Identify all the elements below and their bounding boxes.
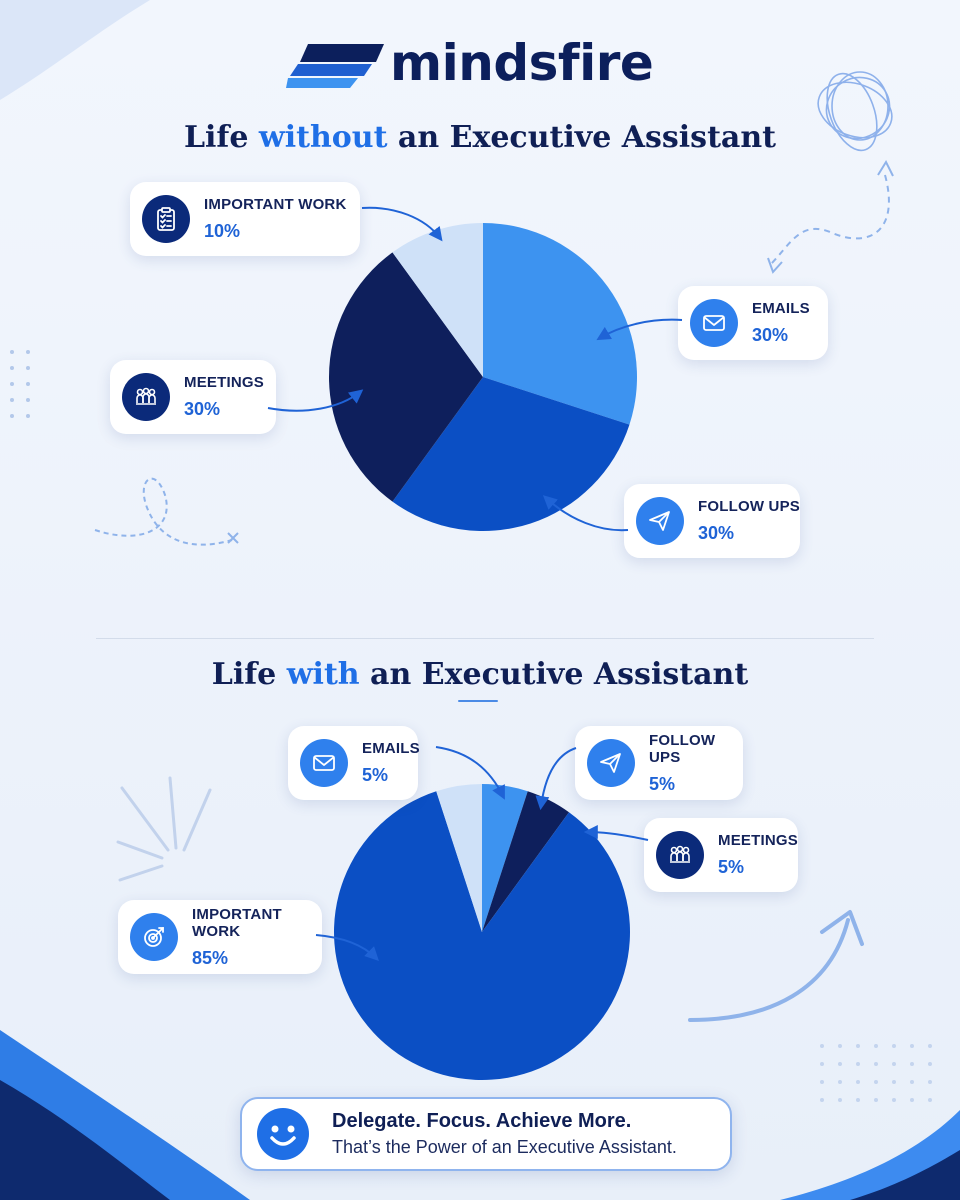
callout-label: MEETINGS [184, 374, 264, 391]
title-highlight: without [258, 120, 388, 155]
banner-subline: That’s the Power of an Executive Assista… [332, 1137, 677, 1157]
callout-value: 5% [649, 773, 676, 794]
pie-slice-important-work [392, 223, 483, 377]
pie-slice-meetings [482, 791, 569, 932]
brand-logo: mindsfire [286, 34, 654, 92]
title-pre: Life [211, 657, 287, 692]
callout-value: 85% [192, 947, 229, 968]
callout-follow-ups-2: FOLLOW UPS 5% [575, 726, 743, 800]
callout-label: IMPORTANT WORK [204, 196, 347, 213]
pie-slice-follow-ups [482, 784, 528, 932]
people-icon [122, 373, 170, 421]
banner-headline: Delegate. Focus. Achieve More. [332, 1110, 632, 1132]
smiley-icon [257, 1108, 309, 1160]
callout-follow-ups: FOLLOW UPS 30% [624, 484, 800, 558]
pie-slice-emails [436, 784, 482, 932]
callout-emails: EMAILS 30% [678, 286, 828, 360]
callout-important-work-2: IMPORTANT WORK 85% [118, 900, 322, 974]
paper-plane-icon [587, 739, 635, 787]
callout-label: EMAILS [752, 300, 810, 317]
title-post: an Executive Assistant [359, 657, 749, 692]
callout-label: MEETINGS [718, 832, 798, 849]
callout-value: 30% [184, 399, 221, 419]
pie-chart-without [329, 223, 637, 531]
pie-slice-important-work [334, 791, 630, 1080]
callout-value: 10% [204, 221, 241, 241]
callout-meetings-2: MEETINGS 5% [644, 818, 798, 892]
callout-emails-2: EMAILS 5% [288, 726, 420, 800]
title-pre: Life [183, 120, 259, 155]
pie-slice-follow-ups [392, 377, 630, 531]
envelope-icon [300, 739, 348, 787]
title-highlight: with [286, 657, 360, 692]
target-icon [130, 913, 178, 961]
callout-label: EMAILS [362, 740, 420, 757]
callout-value: 30% [752, 325, 789, 345]
section-divider [96, 638, 874, 639]
clipboard-icon [142, 195, 190, 243]
title-underline [458, 700, 498, 702]
callout-value: 5% [362, 765, 389, 785]
callout-label: FOLLOW UPS [698, 498, 800, 515]
people-icon [656, 831, 704, 879]
section-title-without: Life without an Executive Assistant [0, 120, 960, 155]
callout-meetings: MEETINGS 30% [110, 360, 276, 434]
callout-label: IMPORTANT WORK [192, 905, 282, 940]
envelope-icon [690, 299, 738, 347]
title-post: an Executive Assistant [387, 120, 777, 155]
paper-plane-icon [636, 497, 684, 545]
tagline-banner: Delegate. Focus. Achieve More. That’s th… [240, 1097, 732, 1171]
callout-value: 5% [718, 857, 745, 877]
brand-name: mindsfire [390, 34, 654, 92]
callout-important-work: IMPORTANT WORK 10% [130, 182, 360, 256]
pie-slice-meetings [329, 252, 483, 502]
logo-mark-icon [286, 44, 384, 88]
pie-slice-emails [483, 223, 637, 425]
pie-chart-with [334, 784, 630, 1080]
callout-label: FOLLOW UPS [649, 731, 716, 766]
callout-value: 30% [698, 523, 735, 543]
section-title-with: Life with an Executive Assistant [0, 657, 960, 692]
